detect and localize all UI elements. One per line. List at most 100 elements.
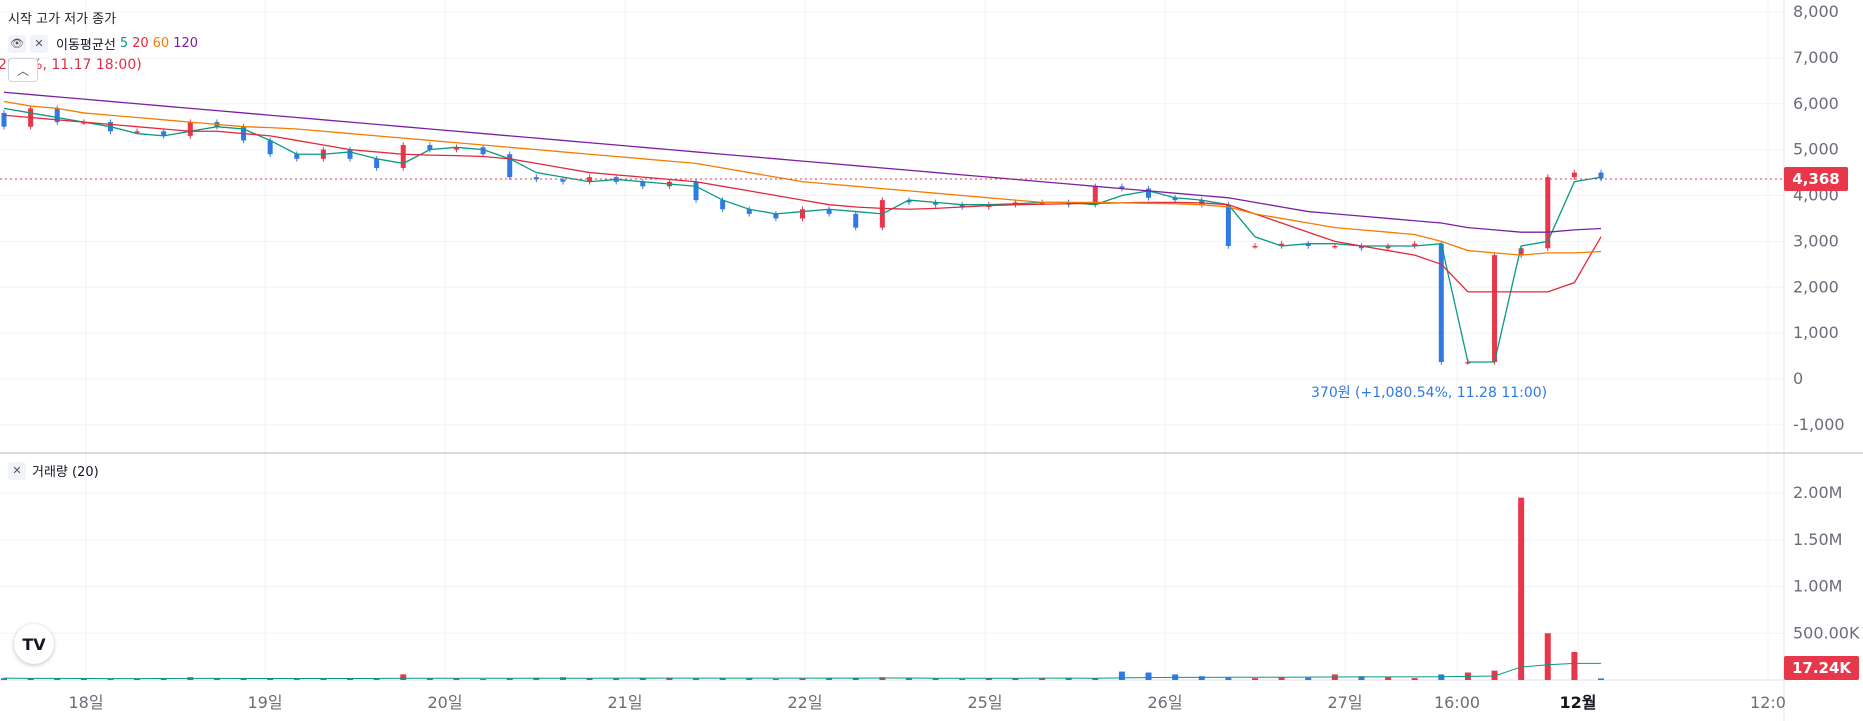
volume-bar [1012, 678, 1019, 680]
price-tick-label: 1,000 [1793, 323, 1839, 342]
volume-bar [719, 678, 726, 680]
volume-bar [1251, 678, 1258, 680]
candle-body [826, 209, 832, 214]
ma-5-label: 5 [119, 36, 129, 51]
volume-bar [826, 678, 833, 680]
candle-body [1571, 172, 1577, 178]
time-tick-label: 25일 [967, 693, 1002, 712]
candle-body [1545, 177, 1551, 249]
volume-tick-label: 2.00M [1793, 483, 1842, 502]
volume-bar [107, 679, 114, 681]
candle-body [933, 202, 939, 205]
candle-body [1092, 186, 1098, 205]
candle-body [1172, 197, 1178, 201]
volume-bar [160, 678, 167, 680]
volume-bar [693, 678, 700, 680]
volume-bar [613, 678, 620, 680]
volume-bar [1358, 676, 1365, 680]
volume-bar [1225, 677, 1232, 680]
price-tick-label: 0 [1793, 369, 1803, 388]
candle-body [1279, 243, 1285, 246]
price-tick-label: 3,000 [1793, 231, 1839, 250]
tradingview-logo[interactable]: TV [14, 624, 54, 664]
time-tick-label: 19일 [247, 693, 282, 712]
grid [0, 0, 1784, 681]
volume-bar [639, 678, 646, 680]
time-tick-label: 26일 [1147, 693, 1182, 712]
candle-body [134, 131, 140, 133]
candles-layer [1, 105, 1604, 365]
volume-bar [666, 677, 673, 680]
candle-body [533, 177, 539, 180]
volume-bar [1438, 674, 1445, 680]
volume-tick-label: 500.00K [1793, 623, 1860, 642]
candle-body [507, 154, 513, 178]
volume-bar [54, 678, 61, 680]
time-tick-label: 21일 [607, 693, 642, 712]
candle-body [453, 147, 459, 150]
candle-body [1146, 188, 1152, 198]
volume-bar [453, 678, 460, 680]
collapse-legend-button[interactable]: ︿ [8, 58, 38, 82]
ma-20-label: 20 [132, 36, 149, 51]
close-icon[interactable]: ✕ [8, 461, 26, 480]
candle-body [746, 209, 752, 214]
time-tick-label: 16:00 [1434, 693, 1480, 712]
candle-body [480, 147, 486, 155]
volume-bar [799, 678, 806, 680]
volume-axis-ticks: 2.00M 1.50M 1.00M 500.00K [1793, 483, 1860, 642]
volume-bar [1092, 678, 1099, 680]
candle-body [1252, 245, 1258, 248]
candle-body [347, 149, 353, 159]
volume-bar [1411, 678, 1418, 680]
volume-bar [1039, 678, 1046, 680]
candle-body [1465, 362, 1471, 364]
volume-bar [400, 674, 407, 680]
volume-bar [1145, 672, 1152, 680]
chevron-up-icon: ︿ [16, 63, 29, 78]
volume-bar [1, 678, 7, 680]
volume-bar [586, 678, 593, 680]
volume-bar [1118, 671, 1125, 680]
volume-bar [480, 679, 487, 681]
price-tick-label: -1,000 [1793, 415, 1845, 434]
candle-body [1039, 202, 1045, 204]
volume-bar [240, 678, 247, 680]
candle-body [374, 158, 380, 168]
volume-bar [267, 678, 274, 680]
volume-bars [1, 497, 1604, 681]
candle-body [1518, 248, 1524, 256]
volume-bar [533, 677, 540, 680]
candle-body [187, 122, 193, 136]
volume-bar [293, 679, 300, 681]
low-annotation: 370원 (+1,080.54%, 11.28 11:00) [1311, 385, 1548, 401]
last-volume-badge: 17.24K [1784, 656, 1859, 680]
close-icon[interactable]: ✕ [30, 34, 48, 53]
eye-icon[interactable]: 👁 [8, 34, 26, 53]
time-tick-label: 12:0 [1750, 693, 1786, 712]
volume-bar [506, 678, 513, 680]
candle-body [959, 204, 965, 207]
volume-tick-label: 1.50M [1793, 530, 1842, 549]
volume-bar [1491, 670, 1498, 680]
price-tick-label: 8,000 [1793, 2, 1839, 21]
volume-bar [213, 678, 220, 680]
candle-body [800, 209, 805, 219]
volume-bar [426, 678, 433, 680]
price-tick-label: 2,000 [1793, 277, 1839, 296]
price-axis-ticks: 8,0007,0006,0005,0004,0003,0002,0001,000… [1793, 2, 1845, 434]
candle-body [54, 108, 60, 123]
volume-tick-label: 1.00M [1793, 577, 1842, 596]
candle-body [773, 213, 779, 219]
candle-body [1, 112, 7, 127]
candle-body [81, 122, 87, 124]
candle-body [1598, 172, 1604, 179]
candle-body [587, 177, 593, 182]
candle-body [1225, 204, 1231, 246]
last-price-badge: 4,368 [1784, 167, 1848, 191]
volume-bar [1544, 633, 1551, 680]
candle-body [853, 213, 859, 228]
volume-legend-label: 거래량 (20) [32, 465, 99, 480]
volume-bar [879, 677, 886, 680]
